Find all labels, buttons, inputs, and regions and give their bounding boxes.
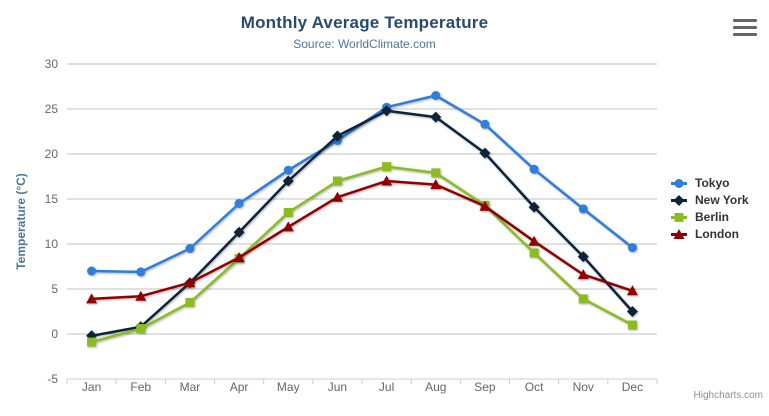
svg-text:5: 5: [51, 282, 58, 296]
circle-legend-icon: [671, 178, 687, 188]
svg-text:Mar: Mar: [180, 380, 201, 394]
export-menu-button[interactable]: [731, 16, 759, 38]
svg-text:Jan: Jan: [82, 380, 101, 394]
chart-title: Monthly Average Temperature: [240, 13, 489, 32]
svg-text:0: 0: [51, 327, 58, 341]
hamburger-icon: [733, 18, 757, 36]
svg-text:10: 10: [45, 237, 59, 251]
y-axis-title: Temperature (°C): [14, 173, 28, 270]
svg-text:May: May: [277, 380, 300, 394]
series-new-york: [86, 105, 638, 342]
svg-text:Nov: Nov: [573, 380, 594, 394]
svg-text:Dec: Dec: [622, 380, 643, 394]
legend-item-berlin[interactable]: Berlin: [670, 210, 749, 224]
svg-text:15: 15: [45, 192, 59, 206]
legend-label: Tokyo: [695, 176, 730, 190]
legend: Tokyo New York Berlin London: [670, 176, 749, 241]
series-berlin: [87, 162, 637, 347]
svg-text:Sep: Sep: [474, 380, 496, 394]
svg-text:-5: -5: [47, 372, 58, 386]
highcharts-credit[interactable]: Highcharts.com: [693, 390, 763, 401]
svg-text:Feb: Feb: [130, 380, 151, 394]
svg-text:Jun: Jun: [328, 380, 347, 394]
legend-item-london[interactable]: London: [670, 227, 749, 241]
svg-text:20: 20: [45, 147, 59, 161]
svg-text:Apr: Apr: [230, 380, 249, 394]
svg-text:25: 25: [45, 102, 59, 116]
svg-text:Aug: Aug: [425, 380, 446, 394]
legend-item-new-york[interactable]: New York: [670, 193, 749, 207]
legend-label: New York: [695, 193, 749, 207]
triangle-legend-icon: [671, 228, 687, 239]
legend-item-tokyo[interactable]: Tokyo: [670, 176, 749, 190]
diamond-legend-icon: [671, 194, 687, 206]
series-tokyo: [87, 91, 637, 277]
legend-label: London: [695, 227, 739, 241]
svg-text:Jul: Jul: [379, 380, 394, 394]
square-legend-icon: [671, 212, 687, 222]
svg-text:Oct: Oct: [525, 380, 544, 394]
svg-text:30: 30: [45, 57, 59, 71]
series-london: [86, 175, 638, 304]
legend-label: Berlin: [695, 210, 730, 224]
chart-subtitle: Source: WorldClimate.com: [293, 37, 436, 51]
